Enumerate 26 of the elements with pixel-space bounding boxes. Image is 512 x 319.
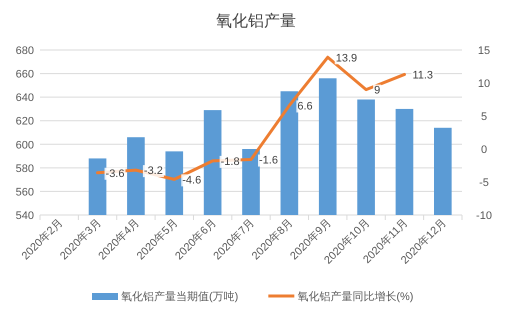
data-label: -1.6 <box>259 154 278 167</box>
y2-tick-label: -10 <box>476 210 492 222</box>
data-label: -1.8 <box>220 156 240 168</box>
data-label: -4.6 <box>182 174 202 186</box>
y2-tick-label: 0 <box>480 144 488 156</box>
chart-title: 氧化铝产量 <box>216 12 296 30</box>
legend-label: 氧化铝产量同比增长(%) <box>297 290 414 303</box>
y-tick-label: 600 <box>16 139 34 152</box>
y-tick-label: 540 <box>16 210 34 222</box>
legend-label: 氧化铝产量当期值(万吨) <box>121 290 238 303</box>
y-tick-label: 640 <box>16 92 34 104</box>
y2-tick-label: 15 <box>478 45 490 57</box>
y2-tick-label: 5 <box>480 111 488 123</box>
y2-tick-label: -5 <box>479 177 489 189</box>
data-label: -3.2 <box>144 165 163 178</box>
y-tick-label: 680 <box>16 45 34 57</box>
data-label: -3.6 <box>106 168 125 180</box>
data-label: 6.6 <box>297 100 313 112</box>
y-tick-label: 580 <box>16 162 34 175</box>
data-label: 9 <box>374 84 380 97</box>
y2-tick-label: 10 <box>478 78 490 90</box>
data-label: 11.3 <box>412 69 434 82</box>
y-tick-label: 620 <box>16 116 34 128</box>
data-label: 13.9 <box>336 52 358 64</box>
y-tick-label: 660 <box>16 68 34 81</box>
y-tick-label: 560 <box>16 186 34 198</box>
